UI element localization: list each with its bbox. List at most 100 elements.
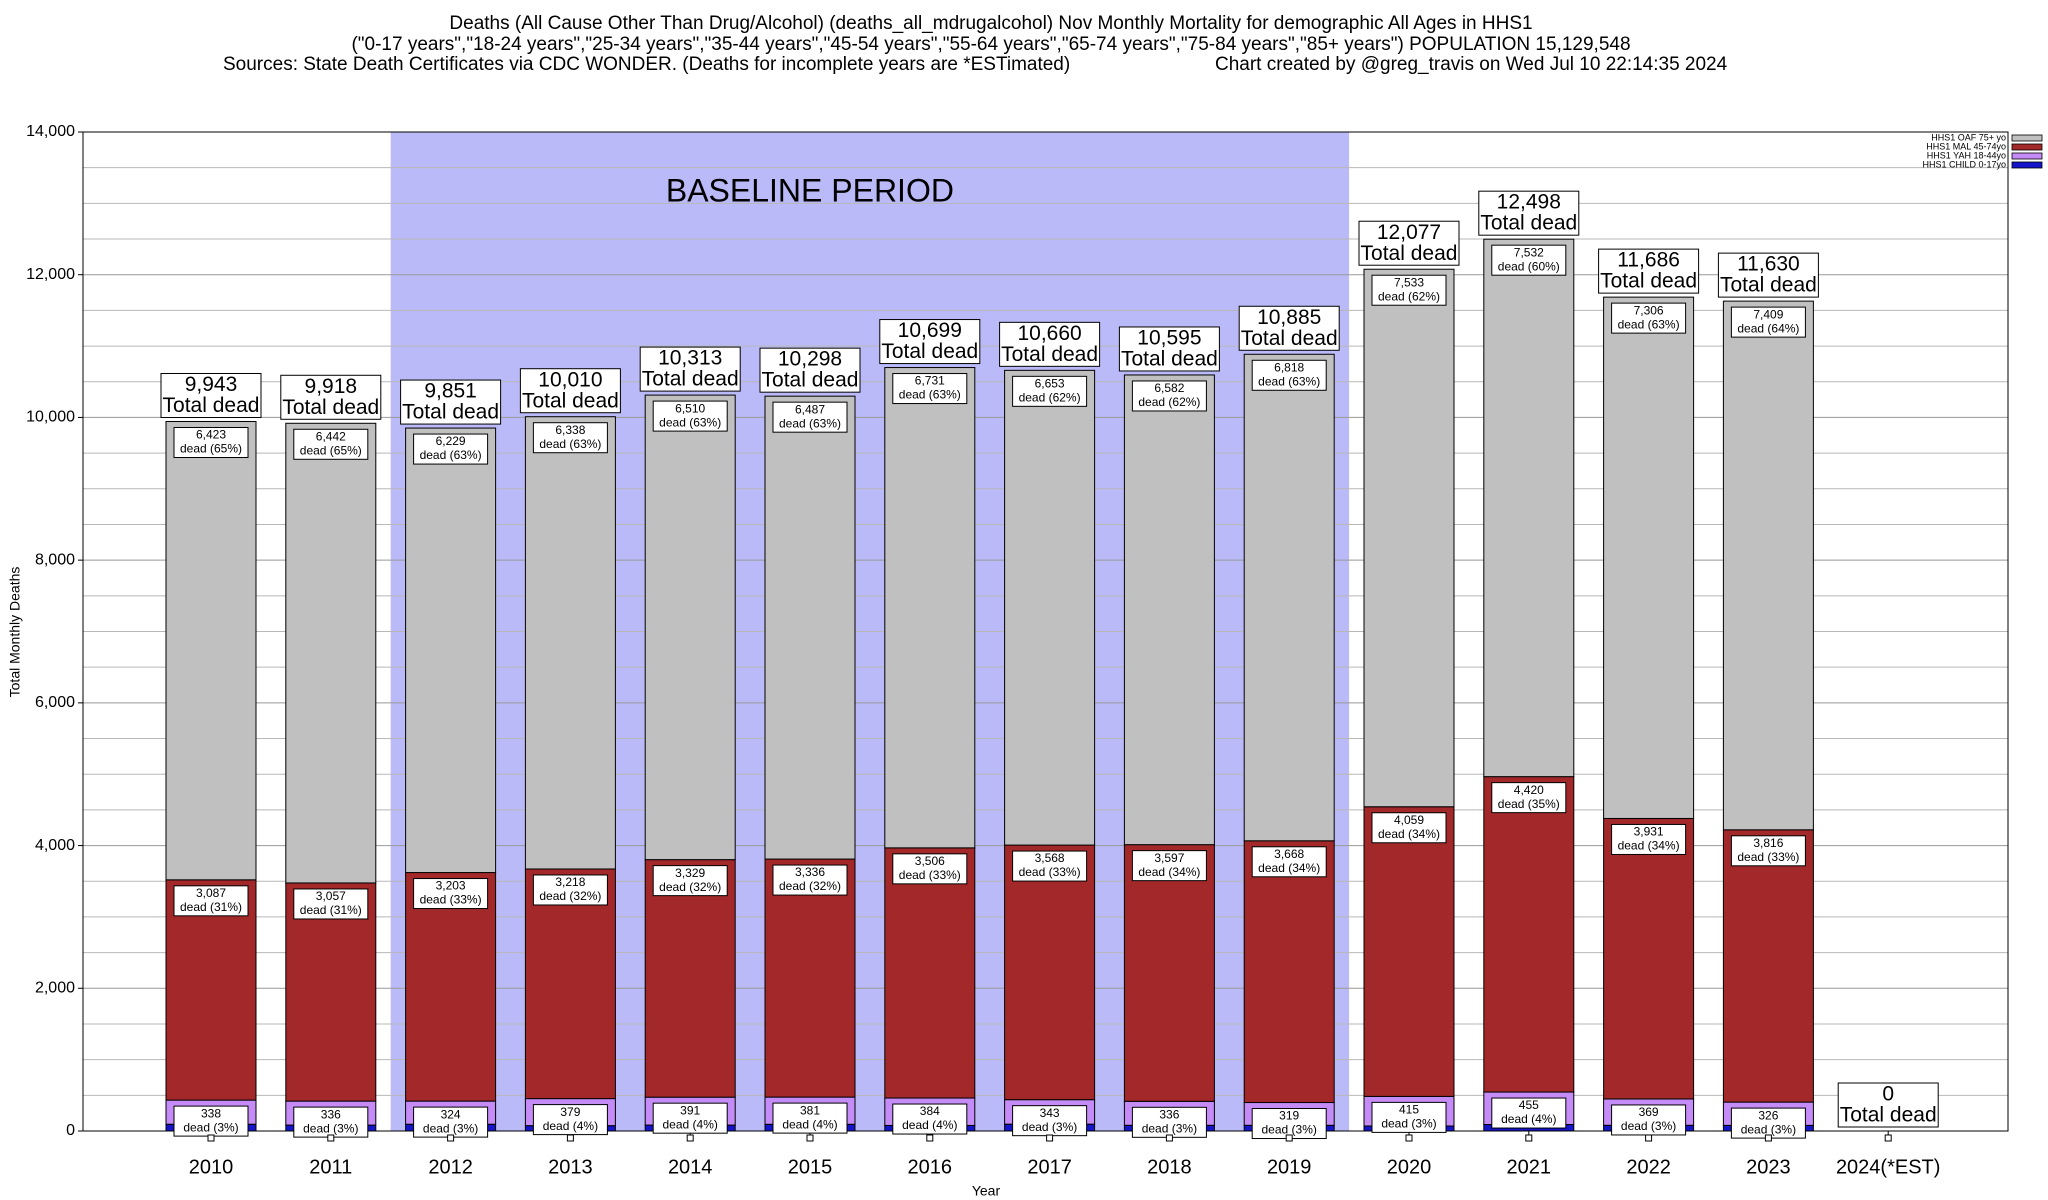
data-label: 4,420 [1514,783,1544,797]
y-tick-label: 8,000 [35,551,75,568]
data-label: 415 [1399,1103,1419,1117]
data-label: 379 [560,1105,580,1119]
data-label: 455 [1519,1098,1539,1112]
data-label: 3,668 [1274,847,1304,861]
bar-segment [884,367,976,849]
data-label: 3,931 [1634,825,1664,839]
bar-segment [405,427,497,874]
data-label: dead (3%) [183,1120,238,1134]
x-tick-label: 2014 [668,1156,713,1178]
data-label: 3,087 [196,886,226,900]
label-box [532,1104,608,1136]
label-marker [1046,1134,1054,1142]
data-label: dead (63%) [539,437,601,451]
total-label: 9,851 [424,380,477,403]
total-caption: Total dead [1480,212,1577,235]
data-label: 6,229 [436,434,466,448]
bar-segment [524,416,616,870]
label-box [173,1105,249,1137]
bar-segment [165,879,257,1101]
bar-segment [644,394,736,861]
label-box [1012,850,1088,882]
data-label: 3,203 [436,879,466,893]
total-caption: Total dead [1121,348,1218,371]
total-caption: Total dead [881,340,978,363]
data-label: dead (32%) [539,889,601,903]
total-label: 10,298 [778,348,842,371]
total-box [1717,252,1819,298]
data-label: dead (63%) [1618,317,1680,331]
total-label: 10,699 [898,319,962,342]
y-tick-label: 2,000 [35,980,75,997]
total-label: 9,943 [185,373,238,396]
label-box [1491,1097,1567,1129]
bar-segment [1603,296,1695,819]
data-label: 384 [920,1104,940,1118]
data-label: dead (31%) [180,900,242,914]
bar-segment [1603,817,1695,1100]
bar-segment [1243,353,1335,842]
total-caption: Total dead [1001,343,1098,366]
data-label: dead (3%) [1022,1120,1077,1134]
label-box [1012,375,1088,407]
total-caption: Total dead [642,368,739,391]
label-box [1730,1107,1806,1139]
bar-segment [1123,844,1215,1102]
data-label: 6,338 [555,423,585,437]
label-box [772,864,848,896]
bar-segment [405,872,497,1102]
data-label: 369 [1639,1105,1659,1119]
x-axis-label: Year [972,1183,1001,1199]
y-tick-label: 6,000 [35,694,75,711]
data-label: 3,597 [1154,851,1184,865]
label-box [652,1102,728,1134]
label-box [1251,846,1327,878]
data-label: 3,218 [555,875,585,889]
data-label: 338 [201,1106,221,1120]
data-label: dead (64%) [1737,321,1799,335]
total-box [1238,305,1340,351]
data-label: 6,731 [915,374,945,388]
data-label: dead (35%) [1498,797,1560,811]
label-marker [1884,1134,1892,1142]
total-box [759,347,861,393]
chart-subtitle: ("0-17 years","18-24 years","25-34 years… [351,34,1630,55]
data-label: dead (3%) [1621,1119,1676,1133]
label-marker [1165,1134,1173,1142]
label-marker [566,1134,574,1142]
label-marker [1285,1134,1293,1142]
label-marker [447,1134,455,1142]
label-box [892,373,968,405]
total-box [1358,220,1460,266]
data-label: dead (4%) [543,1119,598,1133]
total-label: 11,630 [1737,253,1800,276]
data-label: dead (3%) [303,1121,358,1135]
total-label: 10,885 [1257,306,1321,329]
credit: Chart created by @greg_travis on Wed Jul… [1215,54,1728,75]
bar-segment [884,847,976,1099]
data-label: dead (4%) [782,1117,837,1131]
data-label: dead (3%) [423,1121,478,1135]
label-box [1611,823,1687,855]
legend-label: HHS1 YAH 18-44yo [1927,150,2006,160]
data-label: 6,487 [795,402,825,416]
label-box [1371,274,1447,306]
bar-segment [285,422,377,884]
x-tick-label: 2020 [1387,1156,1432,1178]
bar-segment [1483,776,1575,1093]
data-label: 3,506 [915,854,945,868]
label-box [532,874,608,906]
total-caption: Total dead [282,396,379,419]
total-label: 12,077 [1377,221,1441,244]
data-label: 6,818 [1274,360,1304,374]
data-label: dead (63%) [1258,374,1320,388]
y-tick-label: 12,000 [26,266,75,283]
baseline-label: BASELINE PERIOD [666,172,954,208]
data-label: dead (33%) [1737,850,1799,864]
data-label: dead (33%) [420,893,482,907]
label-box [1371,1101,1447,1133]
label-box [1730,306,1806,338]
data-label: dead (3%) [1381,1117,1436,1131]
legend-label: HHS1 OAF 75+ yo [1931,132,2006,142]
